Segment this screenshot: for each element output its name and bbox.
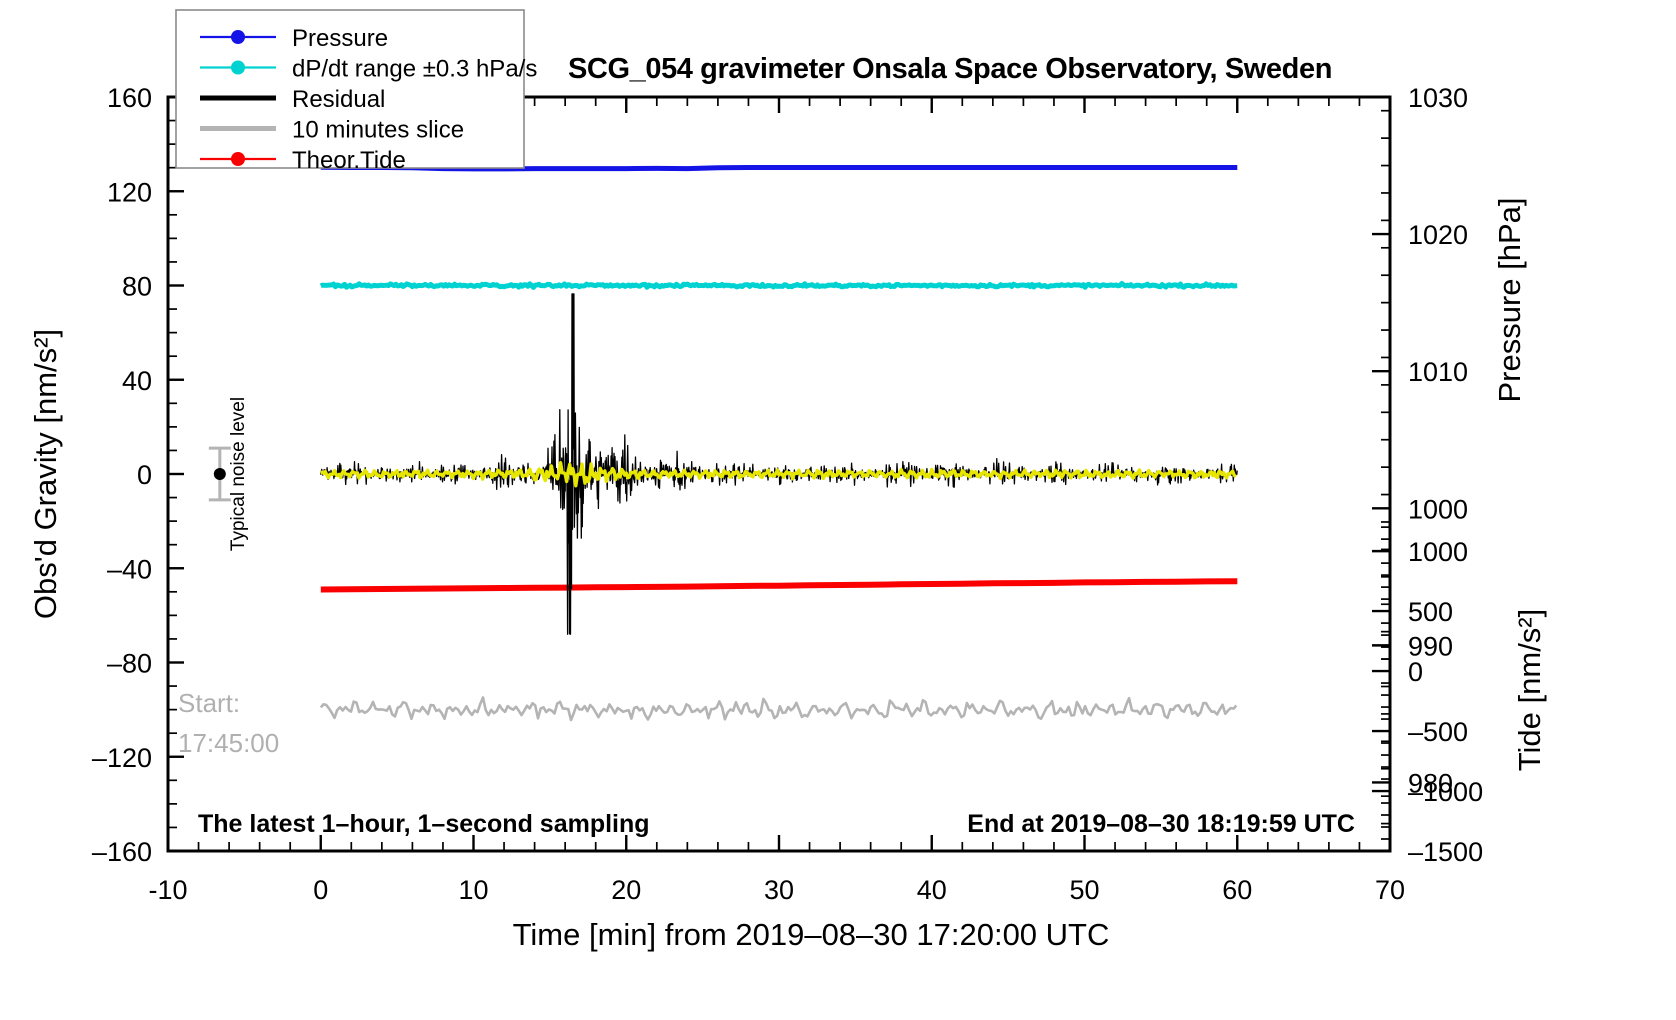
x-axis-title: Time [min] from 2019–08–30 17:20:00 UTC [513, 917, 1110, 952]
y-tick-label: –160 [92, 837, 152, 867]
y-axis-title: Obs'd Gravity [nm/s²] [28, 329, 63, 619]
y-tick-label: –40 [107, 554, 152, 584]
footer-right-label: End at 2019–08–30 18:19:59 UTC [967, 810, 1355, 838]
legend-label-0: Pressure [292, 25, 388, 52]
tide-tick-label: –1000 [1408, 777, 1483, 807]
start-label-line2: 17:45:00 [178, 728, 279, 758]
pressure-tick-label: 1000 [1408, 494, 1468, 524]
pressure-tick-label: 1030 [1408, 83, 1468, 113]
y-tick-label: 40 [122, 366, 152, 396]
pressure-tick-label: 1010 [1408, 357, 1468, 387]
tide-tick-label: –1500 [1408, 837, 1483, 867]
typical-noise-level-label: Typical noise level [228, 397, 249, 551]
pressure-tick-label: 980 [1408, 768, 1453, 798]
y-tick-label: –120 [92, 743, 152, 773]
series-dpdt [319, 281, 1238, 290]
tide-tick-label: 0 [1408, 657, 1423, 687]
x-tick-label: -10 [148, 875, 187, 905]
pressure-tick-label: 1020 [1408, 220, 1468, 250]
y-tick-label: 160 [107, 83, 152, 113]
series-10min-slice [319, 696, 1238, 722]
series-theor-tide [320, 578, 1238, 593]
tide-tick-label: –500 [1408, 717, 1468, 747]
legend-label-1: dP/dt range ±0.3 hPa/s [292, 56, 537, 83]
pressure-tick-label: 990 [1408, 631, 1453, 661]
x-tick-label: 30 [764, 875, 794, 905]
x-tick-label: 0 [313, 875, 328, 905]
y-tick-label: 0 [137, 460, 152, 490]
y-tick-label: –80 [107, 649, 152, 679]
start-label-line1: Start: [178, 688, 240, 718]
chart-title: SCG_054 gravimeter Onsala Space Observat… [568, 53, 1332, 85]
series-pressure [320, 164, 1238, 172]
x-tick-label: 60 [1222, 875, 1252, 905]
y-tick-label: 120 [107, 177, 152, 207]
noise-center-dot [213, 468, 226, 480]
x-tick-label: 70 [1375, 875, 1405, 905]
tide-axis-title: Tide [nm/s²] [1512, 609, 1547, 772]
tide-tick-label: 500 [1408, 597, 1453, 627]
legend-label-2: Residual [292, 86, 385, 113]
plot-frame [166, 95, 1392, 853]
x-tick-label: 50 [1069, 875, 1099, 905]
series-filtered-residual [320, 461, 1237, 488]
x-tick-label: 10 [458, 875, 488, 905]
y-tick-label: 80 [122, 272, 152, 302]
x-tick-label: 20 [611, 875, 641, 905]
legend-marker-1 [231, 60, 245, 75]
x-tick-label: 40 [917, 875, 947, 905]
legend-label-4: Theor.Tide [292, 147, 406, 174]
pressure-axis-title: Pressure [hPa] [1492, 197, 1527, 402]
legend-marker-4 [231, 152, 245, 166]
legend-label-3: 10 minutes slice [292, 117, 464, 144]
tide-tick-label: 1000 [1408, 537, 1468, 567]
legend-marker-0 [231, 30, 245, 44]
footer-left-label: The latest 1–hour, 1–second sampling [198, 810, 650, 838]
